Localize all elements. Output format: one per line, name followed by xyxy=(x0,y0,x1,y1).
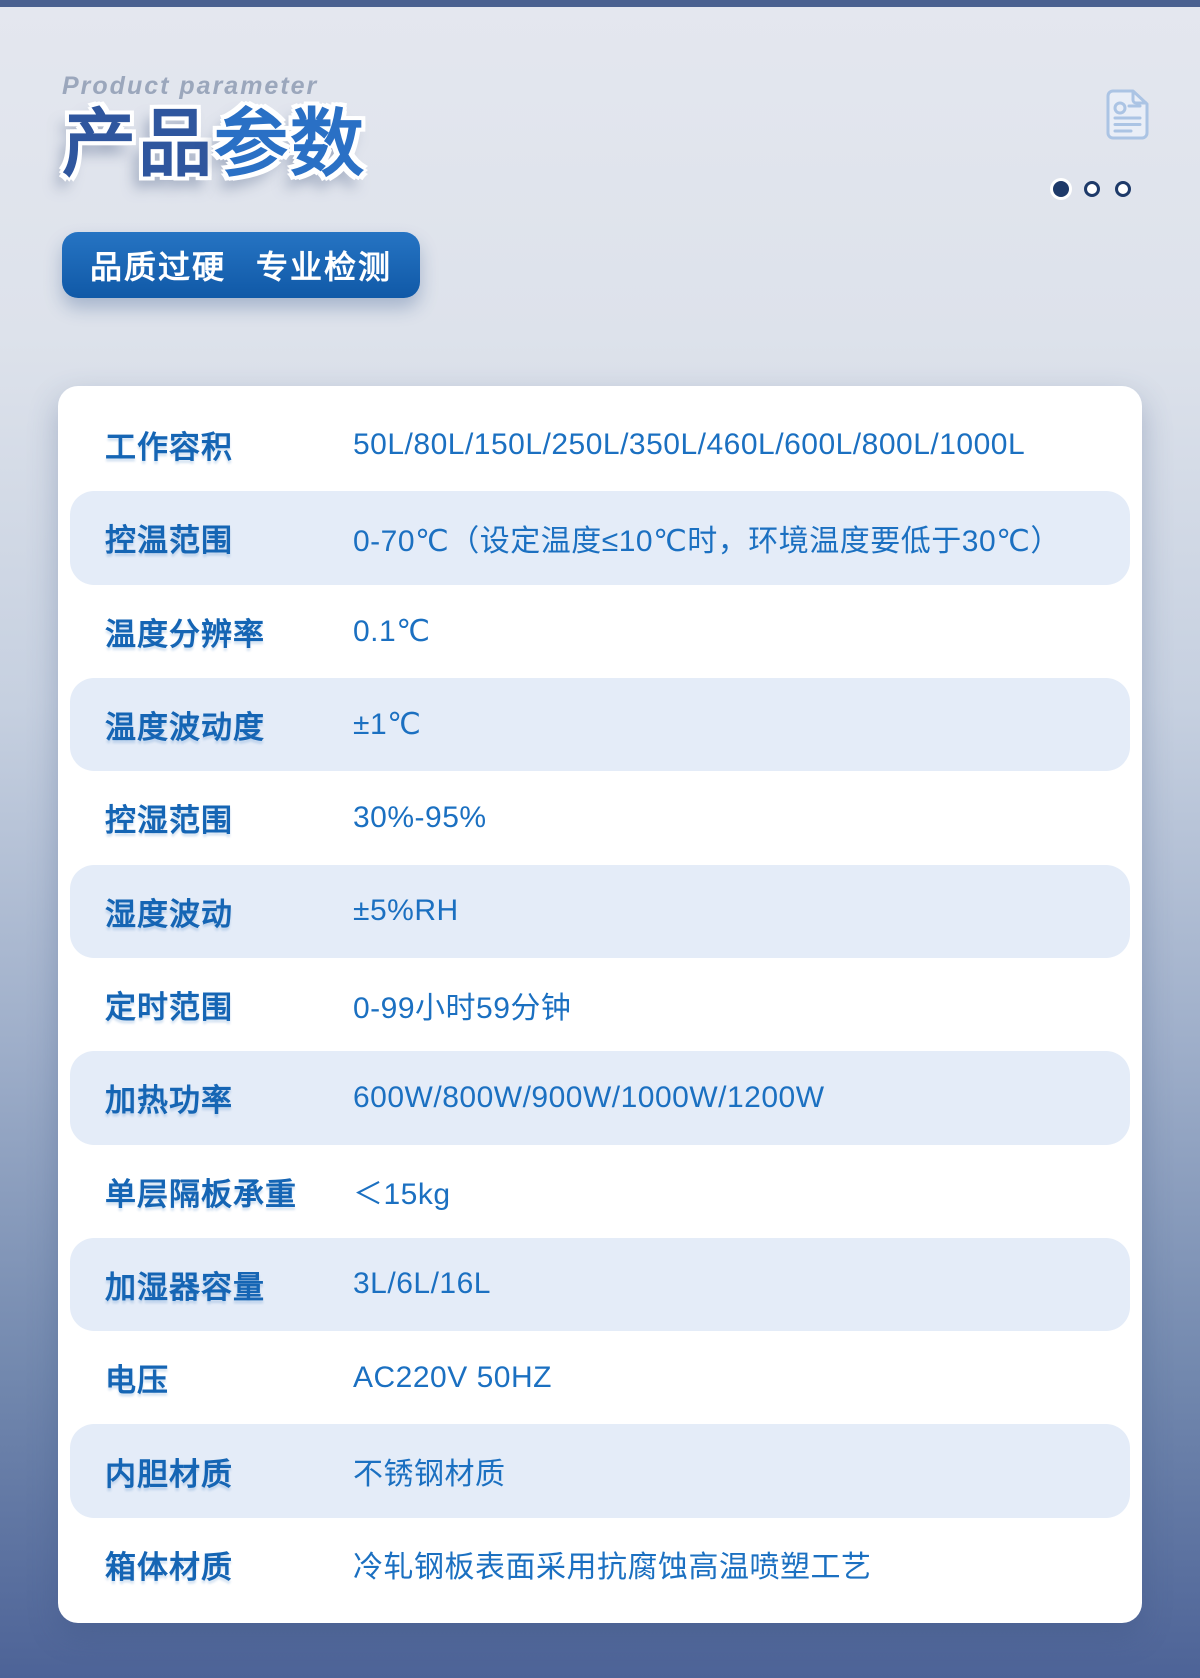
eyebrow-text: Product parameter xyxy=(62,72,319,100)
spec-label: 湿度波动 xyxy=(105,896,233,932)
spec-label: 加热功率 xyxy=(105,1083,233,1119)
carousel-dot-1[interactable] xyxy=(1053,181,1069,197)
table-row: 湿度波动 ±5%RH xyxy=(70,864,1130,958)
table-row: 单层隔板承重 ＜15kg xyxy=(70,1145,1130,1238)
title-part-2: 参数 xyxy=(214,102,366,185)
table-row: 加湿器容量 3L/6L/16L xyxy=(70,1237,1130,1332)
spec-label: 电压 xyxy=(105,1363,169,1399)
spec-label: 控温范围 xyxy=(105,523,233,559)
spec-label: 温度波动度 xyxy=(105,710,265,746)
spec-label: 控湿范围 xyxy=(105,803,233,839)
spec-label: 定时范围 xyxy=(105,990,233,1026)
spec-value: AC220V 50HZ xyxy=(353,1360,552,1394)
page-header: Product parameter 产品参数 xyxy=(62,72,366,181)
table-row: 温度波动度 ±1℃ xyxy=(70,677,1130,772)
spec-value: 0-70℃（设定温度≤10℃时，环境温度要低于30℃） xyxy=(353,524,1061,558)
spec-label: 单层隔板承重 xyxy=(105,1176,297,1212)
spec-value: 0.1℃ xyxy=(353,614,431,648)
quality-badge: 品质过硬 专业检测 xyxy=(62,232,421,298)
spec-value: ±5%RH xyxy=(353,894,459,928)
table-row: 控湿范围 30%-95% xyxy=(70,771,1130,864)
table-row: 控温范围 0-70℃（设定温度≤10℃时，环境温度要低于30℃） xyxy=(70,491,1130,585)
table-row: 加热功率 600W/800W/900W/1000W/1200W xyxy=(70,1051,1130,1145)
document-icon xyxy=(1106,89,1149,140)
carousel-dots xyxy=(1053,181,1131,197)
spec-table-card: 工作容积 50L/80L/150L/250L/350L/460L/600L/80… xyxy=(58,386,1142,1623)
table-row: 工作容积 50L/80L/150L/250L/350L/460L/600L/80… xyxy=(70,398,1130,491)
spec-value: 不锈钢材质 xyxy=(353,1458,506,1492)
spec-value: ＜15kg xyxy=(353,1178,451,1212)
table-row: 内胆材质 不锈钢材质 xyxy=(70,1424,1130,1518)
spec-value: 50L/80L/150L/250L/350L/460L/600L/800L/10… xyxy=(353,427,1026,461)
spec-label: 内胆材质 xyxy=(105,1456,233,1492)
spec-value: 0-99小时59分钟 xyxy=(353,991,572,1025)
spec-label: 加湿器容量 xyxy=(105,1269,265,1305)
badge-item-1: 品质过硬 xyxy=(90,249,227,285)
top-divider-strip xyxy=(0,0,1200,7)
table-row: 温度分辨率 0.1℃ xyxy=(70,585,1130,678)
spec-value: 30%-95% xyxy=(353,800,487,834)
table-row: 电压 AC220V 50HZ xyxy=(70,1331,1130,1424)
spec-label: 箱体材质 xyxy=(105,1549,233,1585)
spec-value: 600W/800W/900W/1000W/1200W xyxy=(353,1080,825,1114)
badge-item-2: 专业检测 xyxy=(256,249,393,285)
table-row: 定时范围 0-99小时59分钟 xyxy=(70,958,1130,1051)
spec-label: 工作容积 xyxy=(105,430,233,466)
title-part-1: 产品 xyxy=(62,102,214,185)
spec-value: ±1℃ xyxy=(353,708,422,742)
table-row: 箱体材质 冷轧钢板表面采用抗腐蚀高温喷塑工艺 xyxy=(70,1518,1130,1611)
page-title: 产品参数 xyxy=(62,107,366,181)
spec-value: 冷轧钢板表面采用抗腐蚀高温喷塑工艺 xyxy=(353,1551,872,1585)
spec-label: 温度分辨率 xyxy=(105,616,265,652)
carousel-dot-3[interactable] xyxy=(1115,181,1131,197)
spec-value: 3L/6L/16L xyxy=(353,1267,491,1301)
carousel-dot-2[interactable] xyxy=(1084,181,1100,197)
